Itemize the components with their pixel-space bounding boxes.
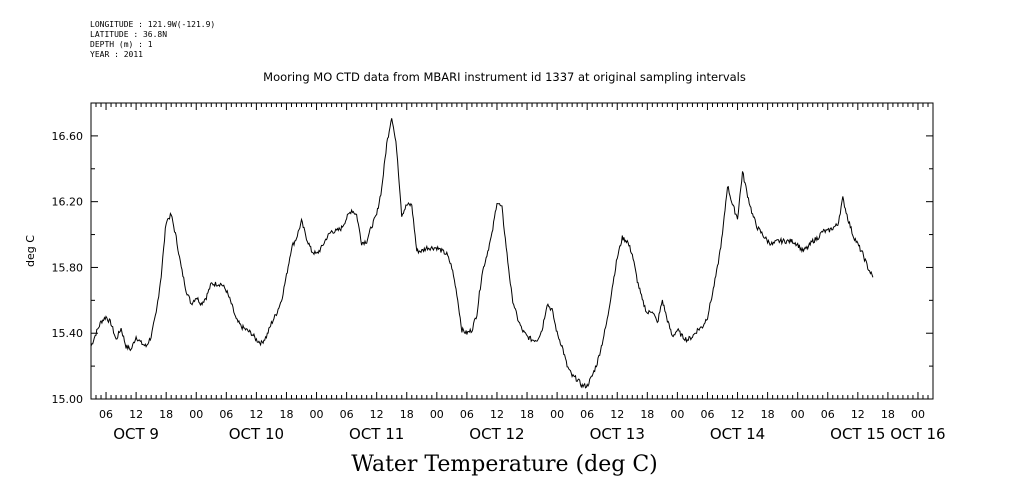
x-tick-label: 00: [791, 408, 805, 421]
x-tick-label: 00: [670, 408, 684, 421]
x-tick-label: 12: [851, 408, 865, 421]
x-tick-label: 18: [159, 408, 173, 421]
x-day-label: OCT 14: [710, 425, 765, 443]
x-tick-label: 12: [490, 408, 504, 421]
x-tick-label: 18: [761, 408, 775, 421]
y-tick-label: 15.40: [52, 327, 84, 340]
x-day-label: OCT 10: [229, 425, 284, 443]
x-tick-label: 00: [189, 408, 203, 421]
x-tick-label: 00: [911, 408, 925, 421]
x-day-label: OCT 16: [890, 425, 945, 443]
x-tick-label: 18: [400, 408, 414, 421]
y-tick-label: 16.20: [52, 196, 84, 209]
x-tick-label: 12: [370, 408, 384, 421]
x-tick-label: 06: [460, 408, 474, 421]
x-tick-label: 12: [129, 408, 143, 421]
metadata-block: LONGITUDE : 121.9W(-121.9) LATITUDE : 36…: [90, 20, 215, 60]
x-tick-label: 12: [249, 408, 263, 421]
x-tick-label: 18: [881, 408, 895, 421]
x-tick-label: 00: [430, 408, 444, 421]
x-day-label: OCT 9: [113, 425, 159, 443]
latitude-label: LATITUDE : 36.8N: [90, 30, 168, 39]
x-tick-label: 18: [279, 408, 293, 421]
x-tick-label: 06: [340, 408, 354, 421]
x-tick-label: 06: [821, 408, 835, 421]
x-day-label: OCT 15: [830, 425, 885, 443]
plot-frame: [90, 102, 934, 400]
longitude-label: LONGITUDE : 121.9W(-121.9): [90, 20, 216, 29]
x-tick-label: 00: [550, 408, 564, 421]
x-tick-label: 06: [700, 408, 714, 421]
axes-group: 15.00 15.40 15.80 16.20 16.60 06 12 18 00 06 12 18 0…: [52, 102, 946, 443]
x-tick-label: 06: [219, 408, 233, 421]
x-day-label: OCT 13: [590, 425, 645, 443]
x-tick-label: 12: [610, 408, 624, 421]
depth-label: DEPTH (m) : 1: [90, 40, 153, 49]
y-tick-label: 15.80: [52, 261, 84, 274]
chart-title: Mooring MO CTD data from MBARI instrumen…: [263, 70, 746, 84]
year-label: YEAR : 2011: [90, 50, 143, 59]
y-tick-label: 16.60: [52, 130, 84, 143]
x-tick-label: 18: [520, 408, 534, 421]
temperature-series-line: [90, 118, 874, 389]
y-axis-label: deg C: [24, 235, 37, 267]
y-tick-label: 15.00: [52, 393, 84, 406]
x-tick-label: 18: [640, 408, 654, 421]
x-tick-label: 00: [310, 408, 324, 421]
x-day-label: OCT 12: [469, 425, 524, 443]
x-tick-label: 06: [580, 408, 594, 421]
x-tick-label: 12: [731, 408, 745, 421]
x-axis-label: Water Temperature (deg C): [351, 452, 658, 477]
x-tick-label: 06: [99, 408, 113, 421]
x-day-label: OCT 11: [349, 425, 404, 443]
